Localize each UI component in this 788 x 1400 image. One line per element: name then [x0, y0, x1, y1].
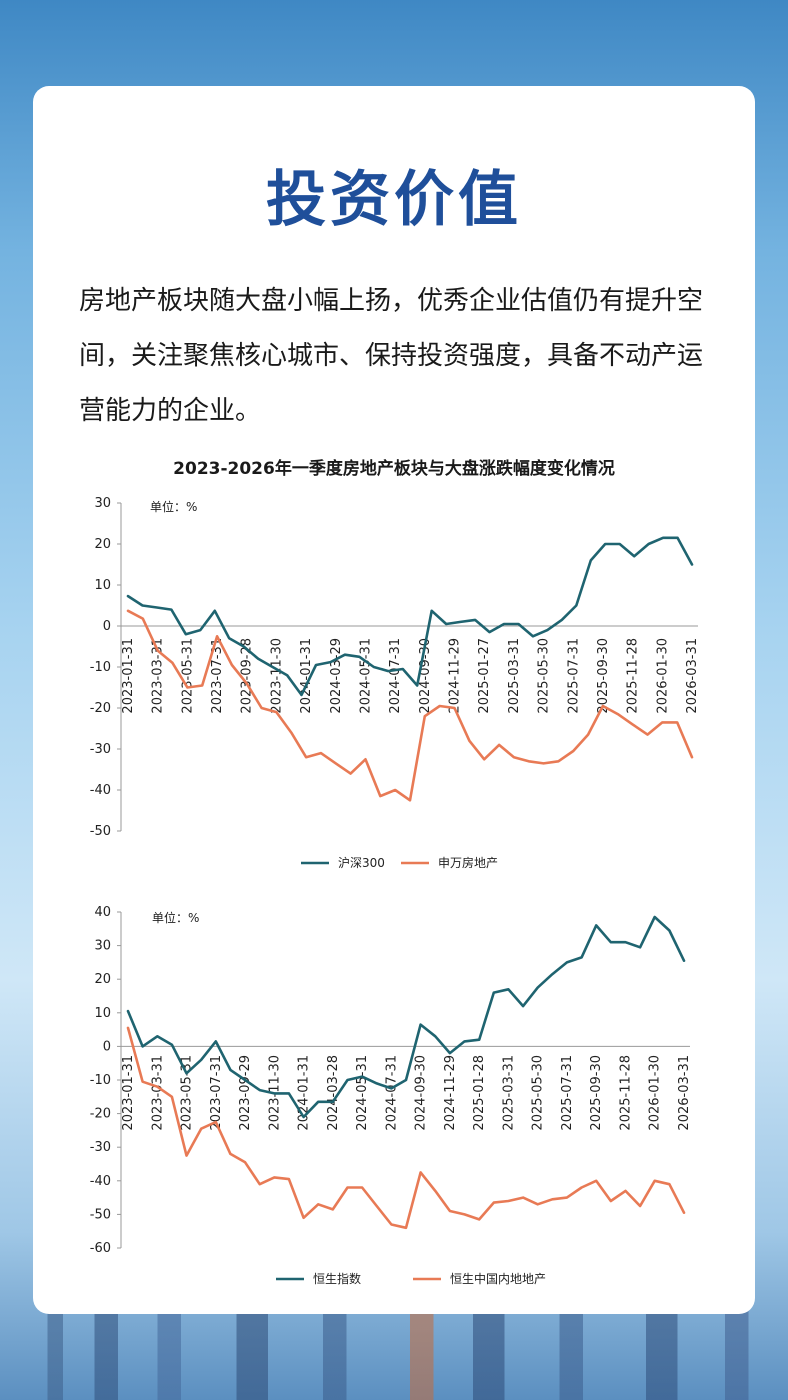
series-line-realestate — [126, 609, 694, 802]
x-tick-label: 2025-05-30 — [537, 638, 552, 714]
x-tick-label: 2025-03-31 — [501, 1055, 516, 1131]
x-tick-label: 2026-03-31 — [685, 638, 700, 714]
x-tick-label: 2023-05-31 — [180, 1055, 195, 1131]
x-tick-label: 2024-01-31 — [297, 1055, 312, 1131]
y-tick-label: 20 — [94, 972, 111, 987]
x-tick-label: 2024-03-28 — [326, 1055, 341, 1131]
x-tick-label: 2024-05-31 — [355, 1055, 370, 1131]
y-tick-label: 30 — [94, 939, 111, 954]
x-tick-label: 2024-03-29 — [329, 638, 344, 714]
x-tick-label: 2024-07-31 — [384, 1055, 399, 1131]
y-tick-label: 20 — [94, 537, 111, 552]
x-tick-label: 2025-09-30 — [589, 1055, 604, 1131]
x-tick-label: 2024-09-30 — [414, 1055, 429, 1131]
x-tick-label: 2023-03-31 — [151, 638, 166, 714]
series-line-index — [126, 915, 686, 1119]
y-tick-label: -50 — [90, 1207, 111, 1222]
legend-label: 恒生中国内地地产 — [450, 1271, 546, 1286]
x-tick-label: 2025-07-31 — [566, 638, 581, 714]
intro-paragraph: 房地产板块随大盘小幅上扬，优秀企业估值仍有提升空间，关注聚焦核心城市、保持投资强… — [79, 286, 704, 426]
y-tick-label: 0 — [103, 1039, 111, 1054]
y-tick-label: 10 — [94, 1006, 111, 1021]
y-tick-label: -30 — [90, 742, 111, 757]
unit-label: 单位：% — [150, 499, 197, 514]
x-tick-label: 2023-03-31 — [150, 1055, 165, 1131]
content-card: 投资价值 房地产板块随大盘小幅上扬，优秀企业估值仍有提升空间，关注聚焦核心城市、… — [33, 86, 755, 1314]
x-tick-label: 2025-01-28 — [472, 1055, 487, 1131]
y-tick-label: -20 — [90, 1107, 111, 1122]
unit-label: 单位：% — [152, 910, 199, 925]
chart-title: 2023-2026年一季度房地产板块与大盘涨跌幅度变化情况 — [173, 459, 615, 479]
y-tick-label: 30 — [94, 496, 111, 511]
legend-label: 沪深300 — [338, 856, 385, 870]
x-tick-label: 2024-11-29 — [443, 1055, 458, 1131]
y-tick-label: -10 — [90, 1073, 111, 1088]
series-line-realestate — [126, 1026, 686, 1230]
x-tick-label: 2024-07-31 — [388, 638, 403, 714]
y-tick-label: -40 — [90, 1174, 111, 1189]
y-tick-label: -60 — [90, 1241, 111, 1256]
y-tick-label: 40 — [94, 905, 111, 920]
x-tick-label: 2023-09-29 — [238, 1055, 253, 1131]
x-tick-label: 2025-05-30 — [531, 1055, 546, 1131]
x-tick-label: 2023-11-30 — [269, 638, 284, 714]
x-tick-label: 2023-07-31 — [210, 638, 225, 714]
y-tick-label: 10 — [94, 578, 111, 593]
x-tick-label: 2023-05-31 — [180, 638, 195, 714]
y-tick-label: -50 — [90, 824, 111, 839]
x-tick-label: 2025-07-31 — [560, 1055, 575, 1131]
x-tick-label: 2025-03-31 — [507, 638, 522, 714]
legend-label: 申万房地产 — [438, 855, 498, 870]
x-tick-label: 2025-11-28 — [618, 1055, 633, 1131]
x-tick-label: 2025-09-30 — [596, 638, 611, 714]
y-tick-label: -20 — [90, 701, 111, 716]
y-tick-label: 0 — [103, 619, 111, 634]
series-line-index — [126, 536, 694, 697]
x-tick-label: 2024-11-29 — [448, 638, 463, 714]
x-tick-label: 2026-01-30 — [655, 638, 670, 714]
x-tick-label: 2026-01-30 — [648, 1055, 663, 1131]
legend-label: 恒生指数 — [313, 1271, 361, 1286]
x-tick-label: 2024-05-31 — [358, 638, 373, 714]
x-tick-label: 2025-11-28 — [626, 638, 641, 714]
x-tick-label: 2023-07-31 — [209, 1055, 224, 1131]
x-tick-label: 2026-03-31 — [677, 1055, 692, 1131]
x-tick-label: 2025-01-27 — [477, 638, 492, 714]
x-tick-label: 2023-01-31 — [121, 1055, 136, 1131]
x-tick-label: 2023-01-31 — [121, 638, 136, 714]
x-tick-label: 2023-09-28 — [240, 638, 255, 714]
y-tick-label: -10 — [90, 660, 111, 675]
y-tick-label: -40 — [90, 783, 111, 798]
line-chart-hs300-vs-realestate: 30 20 10 0 -10 -20 -30 -40 -50 单位：% 2023-01-31 2023… — [90, 496, 700, 1286]
page-title: 投资价值 — [266, 165, 522, 235]
y-tick-label: -30 — [90, 1140, 111, 1155]
